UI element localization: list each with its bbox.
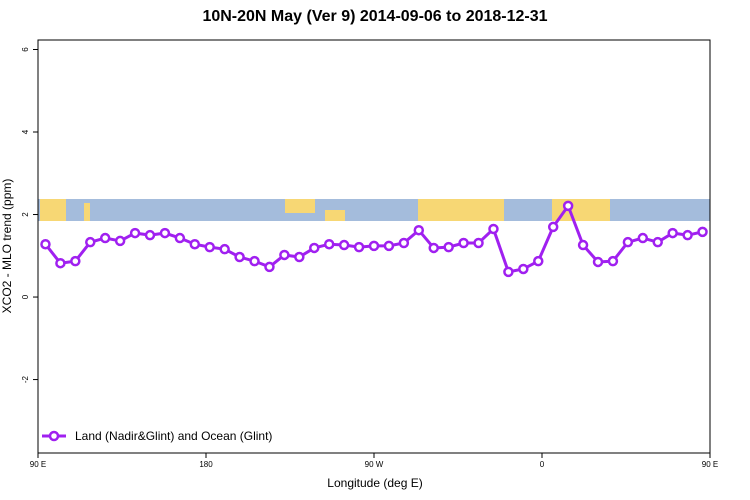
point <box>398 237 410 249</box>
point <box>264 261 275 273</box>
point <box>383 240 395 252</box>
land <box>325 210 345 221</box>
land <box>285 199 315 213</box>
point <box>652 236 663 248</box>
point <box>562 200 574 212</box>
x-axis-label: Longitude (deg E) <box>327 476 422 490</box>
x-tick-label: 180 <box>199 460 213 469</box>
y-tick-label: 2 <box>21 212 30 217</box>
point <box>129 227 141 239</box>
point <box>55 257 66 269</box>
point <box>533 255 544 267</box>
y-tick-label: 4 <box>21 129 30 134</box>
point <box>70 255 81 267</box>
point <box>174 232 186 244</box>
legend-label: Land (Nadir&Glint) and Ocean (Glint) <box>75 429 272 443</box>
chart-title: 10N-20N May (Ver 9) 2014-09-06 to 2018-1… <box>202 8 547 25</box>
y-tick-label: -2 <box>21 375 30 383</box>
point <box>622 236 634 248</box>
point <box>234 251 245 263</box>
point <box>159 227 171 239</box>
point <box>99 232 111 244</box>
point <box>697 226 708 238</box>
point <box>85 236 96 248</box>
y-axis-label: XCO2 - MLO trend (ppm) <box>0 179 14 314</box>
point <box>353 241 365 253</box>
x-tick-label: 90 W <box>365 460 384 469</box>
point <box>458 237 469 249</box>
point <box>577 239 589 251</box>
x-tick-label: 0 <box>540 460 545 469</box>
point <box>279 249 290 261</box>
point <box>144 229 156 241</box>
point <box>488 223 499 235</box>
point <box>637 232 649 244</box>
point <box>40 238 51 250</box>
point <box>518 263 529 275</box>
point <box>368 240 380 252</box>
land <box>418 199 504 221</box>
point <box>443 241 454 253</box>
point <box>413 224 425 236</box>
map-strip <box>38 199 710 221</box>
point <box>249 255 260 267</box>
point <box>607 255 619 267</box>
ocean <box>38 199 710 221</box>
point <box>189 238 201 250</box>
x-tick-label: 90 E <box>30 460 46 469</box>
point <box>682 229 693 241</box>
point <box>667 227 678 239</box>
point <box>294 251 305 263</box>
y-tick-label: 6 <box>21 47 30 52</box>
point <box>473 237 484 249</box>
point <box>503 266 514 278</box>
point <box>309 242 320 254</box>
legend-marker <box>48 430 60 442</box>
point <box>114 235 126 247</box>
x-tick-label: 90 E <box>702 460 718 469</box>
point <box>204 241 215 253</box>
point <box>323 238 335 250</box>
land <box>40 199 66 221</box>
point <box>428 242 439 254</box>
land <box>84 203 90 221</box>
point <box>547 221 559 233</box>
point <box>592 256 604 268</box>
y-tick-label: 0 <box>21 294 30 299</box>
point <box>219 243 230 255</box>
point <box>338 239 350 251</box>
